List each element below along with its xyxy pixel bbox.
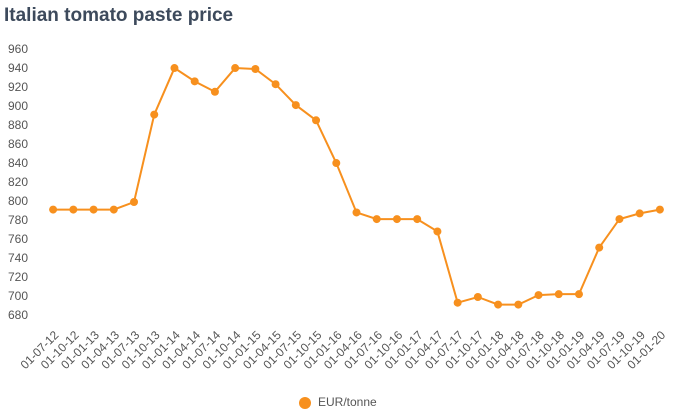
y-tick-label: 740	[8, 251, 28, 265]
point	[514, 300, 523, 309]
y-tick-label: 800	[8, 194, 28, 208]
y-tick-label: 920	[8, 80, 28, 94]
y-tick-label: 860	[8, 137, 28, 151]
point	[534, 291, 543, 300]
point	[291, 101, 300, 110]
point	[453, 298, 462, 307]
y-tick-label: 720	[8, 270, 28, 284]
y-tick-label: 840	[8, 156, 28, 170]
point	[392, 215, 401, 224]
point	[130, 198, 139, 206]
point	[271, 80, 280, 89]
point	[69, 205, 78, 214]
line	[53, 66, 661, 306]
y-tick-label: 680	[8, 308, 28, 322]
point	[352, 208, 361, 217]
point	[473, 293, 482, 301]
y-tick-label: 960	[8, 42, 28, 56]
point	[190, 77, 199, 86]
point	[494, 300, 503, 309]
point	[655, 205, 664, 214]
y-tick-label: 780	[8, 213, 28, 227]
point	[312, 116, 321, 125]
point	[170, 64, 179, 73]
legend-label: EUR/tonne	[318, 395, 377, 409]
point	[109, 205, 118, 214]
point	[89, 205, 98, 214]
point	[49, 205, 58, 214]
point	[433, 227, 442, 236]
point	[554, 290, 563, 299]
y-tick-label: 760	[8, 232, 28, 246]
point	[231, 64, 240, 73]
point	[635, 209, 644, 218]
point	[210, 87, 219, 96]
point	[150, 110, 159, 119]
point	[595, 243, 604, 252]
point	[615, 215, 624, 224]
y-tick-label: 700	[8, 289, 28, 303]
y-tick-label: 900	[8, 99, 28, 113]
y-tick-label: 880	[8, 118, 28, 132]
legend-marker	[299, 397, 311, 409]
point	[372, 215, 381, 224]
point	[332, 159, 341, 168]
point	[413, 215, 422, 224]
point	[574, 290, 583, 299]
point	[251, 65, 260, 73]
y-tick-label: 820	[8, 175, 28, 189]
chart-title: Italian tomato paste price	[4, 5, 233, 26]
y-tick-label: 940	[8, 61, 28, 75]
